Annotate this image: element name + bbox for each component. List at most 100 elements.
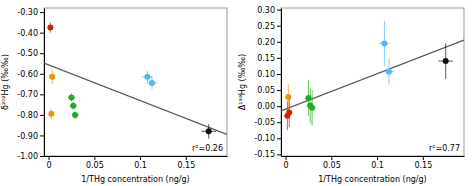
- point: [47, 25, 53, 31]
- x-axis-title: 1/THg concentration (ng/g): [318, 175, 426, 184]
- x-axis-title: 1/THg concentration (ng/g): [81, 175, 189, 184]
- x-tick-mark: [94, 156, 95, 160]
- y-tick-label: -0.05: [254, 118, 275, 127]
- y-tick-label: -0.10: [254, 134, 275, 143]
- y-tick-label: -1.00: [17, 152, 38, 161]
- plot-frame: [281, 8, 464, 156]
- trend-line: [44, 63, 227, 134]
- point: [70, 103, 76, 109]
- y-tick-label: -0.40: [17, 29, 38, 38]
- x-tick-label: 0.05: [323, 161, 341, 170]
- x-tick-mark: [423, 156, 424, 160]
- y-tick-mark: [40, 135, 44, 136]
- point: [206, 128, 212, 134]
- x-tick: 0.1: [371, 156, 384, 170]
- x-tick-label: 0.05: [86, 161, 104, 170]
- y-tick-label: -0.15: [254, 150, 275, 159]
- x-tick-label: 0: [284, 161, 289, 170]
- x-tick-label: 0.1: [371, 161, 384, 170]
- x-tick: 0.05: [86, 156, 104, 170]
- y-tick: -0.70: [17, 90, 44, 99]
- x-tick-label: 0.1: [134, 161, 147, 170]
- x-tick-mark: [286, 156, 287, 160]
- y-tick-label: -0.70: [17, 90, 38, 99]
- y-tick-mark: [277, 10, 281, 11]
- y-tick-mark: [277, 106, 281, 107]
- point: [381, 40, 387, 46]
- x-tick: 0.1: [134, 156, 147, 170]
- y-tick: 0.15: [257, 54, 281, 63]
- y-tick: 0.25: [257, 22, 281, 31]
- x-tick-mark: [49, 156, 50, 160]
- plot-frame: [44, 8, 227, 156]
- y-tick: -0.10: [254, 134, 281, 143]
- plot-area: [44, 22, 227, 138]
- y-tick-label: 0.25: [257, 22, 275, 31]
- y-tick-mark: [277, 42, 281, 43]
- y-tick-label: 0.05: [257, 86, 275, 95]
- annotation: r²=0.77: [429, 144, 460, 153]
- y-axis-line: [281, 9, 282, 157]
- trend-line: [281, 40, 464, 111]
- y-tick-mark: [40, 115, 44, 116]
- y-tick-label: -0.80: [17, 111, 38, 120]
- y-tick-mark: [277, 58, 281, 59]
- y-tick-label: -0.50: [17, 49, 38, 58]
- y-axis-line: [44, 9, 45, 157]
- y-tick: -0.50: [17, 49, 44, 58]
- y-tick: 0.05: [257, 86, 281, 95]
- y-tick-label: 0.15: [257, 54, 275, 63]
- point: [309, 105, 315, 111]
- x-tick: 0.15: [177, 156, 195, 170]
- x-axis-line: [282, 156, 465, 157]
- y-tick-mark: [40, 94, 44, 95]
- x-tick-mark: [331, 156, 332, 160]
- point: [48, 111, 54, 117]
- y-tick: -0.40: [17, 29, 44, 38]
- x-axis-line: [45, 156, 228, 157]
- x-tick: 0.15: [414, 156, 432, 170]
- y-tick: -1.00: [17, 152, 44, 161]
- y-tick-label: -0.60: [17, 70, 38, 79]
- y-tick: -0.30: [17, 8, 44, 17]
- y-tick-label: 0.30: [257, 6, 275, 15]
- y-tick-mark: [277, 154, 281, 155]
- y-tick: -0.90: [17, 132, 44, 141]
- x-tick: 0: [47, 156, 52, 170]
- panel: 0 0.05 0.1 0.15 -1.00 -0.90 -0.80 -0.70 -0.60 -0.…: [1, 8, 228, 184]
- y-tick-mark: [40, 74, 44, 75]
- point: [68, 94, 74, 100]
- panel: 0 0.05 0.1 0.15 -0.15 -0.10 -0.05 0.00 0.05 0.10 0…: [238, 6, 465, 184]
- x-tick-label: 0: [47, 161, 52, 170]
- point: [72, 112, 78, 118]
- y-tick-mark: [40, 53, 44, 54]
- y-tick-mark: [277, 74, 281, 75]
- y-tick-label: 0.20: [257, 38, 275, 47]
- y-tick-label: 0.10: [257, 70, 275, 79]
- y-tick-mark: [40, 12, 44, 13]
- y-tick: -0.80: [17, 111, 44, 120]
- x-tick-label: 0.15: [414, 161, 432, 170]
- x-axis: 0 0.05 0.1 0.15: [282, 156, 465, 170]
- point: [286, 110, 292, 116]
- y-tick-label: -0.90: [17, 132, 38, 141]
- y-axis-title: Δ¹⁹⁹Hg (‰‰): [238, 54, 247, 110]
- y-axis: -0.15 -0.10 -0.05 0.00 0.05 0.10 0.15 0.20 0.25 0…: [254, 6, 281, 160]
- x-tick-mark: [186, 156, 187, 160]
- point: [443, 58, 449, 64]
- point: [49, 74, 55, 80]
- y-axis-title: δ²⁰²Hg (‰‰): [1, 54, 10, 110]
- y-tick-mark: [277, 90, 281, 91]
- y-tick: 0.00: [257, 102, 281, 111]
- point: [144, 74, 150, 80]
- point: [149, 80, 155, 86]
- x-tick-mark: [140, 156, 141, 160]
- y-tick-mark: [40, 156, 44, 157]
- point: [386, 69, 392, 75]
- x-tick: 0: [284, 156, 289, 170]
- plot-area: [281, 21, 464, 130]
- y-tick-label: 0.00: [257, 102, 275, 111]
- x-tick: 0.05: [323, 156, 341, 170]
- chart-svg: 0 0.05 0.1 0.15 -1.00 -0.90 -0.80 -0.70 -0.60 -0.…: [0, 0, 474, 186]
- x-tick-label: 0.15: [177, 161, 195, 170]
